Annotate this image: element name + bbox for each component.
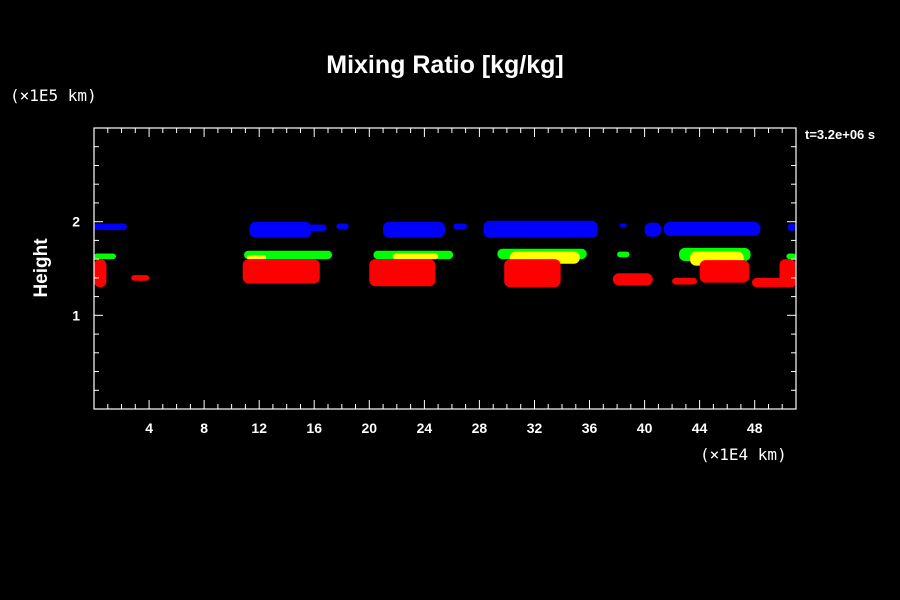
x-tick-label: 12 — [251, 420, 267, 436]
red-region-2 — [131, 275, 150, 281]
blue-region-11 — [787, 223, 796, 231]
red-region-10 — [779, 259, 796, 288]
x-tick-label: 44 — [692, 420, 708, 436]
blue-region-5 — [383, 221, 445, 238]
y-tick-label: 1 — [72, 307, 80, 323]
blue-region-2 — [249, 221, 312, 238]
x-unit-label: (×1E4 km) — [700, 445, 787, 464]
chart-title: Mixing Ratio [kg/kg] — [326, 51, 564, 79]
red-region-7 — [672, 277, 697, 285]
green-region-1 — [94, 253, 116, 260]
y-tick-label: 2 — [72, 214, 80, 230]
red-region-3 — [242, 259, 320, 284]
x-tick-label: 28 — [472, 420, 488, 436]
y-unit-label: (×1E5 km) — [10, 86, 97, 105]
green-region-5 — [617, 251, 630, 258]
blue-region-4 — [336, 223, 349, 230]
x-tick-label: 24 — [417, 420, 433, 436]
blue-region-10 — [663, 221, 761, 236]
red-region-6 — [612, 273, 653, 286]
blue-region-9 — [644, 222, 662, 237]
red-region-4 — [369, 259, 436, 287]
x-tick-label: 20 — [362, 420, 378, 436]
plot-frame — [93, 127, 797, 410]
x-tick-label: 48 — [747, 420, 763, 436]
blue-region-8 — [619, 223, 627, 228]
x-tick-label: 32 — [527, 420, 543, 436]
x-tick-label: 4 — [145, 420, 153, 436]
x-tick-label: 36 — [582, 420, 598, 436]
data-regions — [94, 220, 796, 288]
blue-region-3 — [308, 224, 327, 232]
red-region-5 — [504, 259, 561, 288]
blue-region-7 — [483, 220, 598, 238]
yellow-region-1 — [246, 255, 267, 260]
x-tick-label: 40 — [637, 420, 653, 436]
yellow-region-2 — [392, 253, 439, 260]
y-axis-label: Height — [31, 238, 52, 298]
green-region-7 — [786, 253, 796, 260]
blue-region-1 — [94, 223, 127, 231]
time-label: t=3.2e+06 s — [805, 127, 875, 142]
red-region-8 — [699, 260, 750, 283]
red-region-1 — [94, 259, 107, 288]
blue-region-6 — [453, 223, 468, 230]
x-tick-label: 16 — [306, 420, 322, 436]
x-tick-label: 8 — [200, 420, 208, 436]
